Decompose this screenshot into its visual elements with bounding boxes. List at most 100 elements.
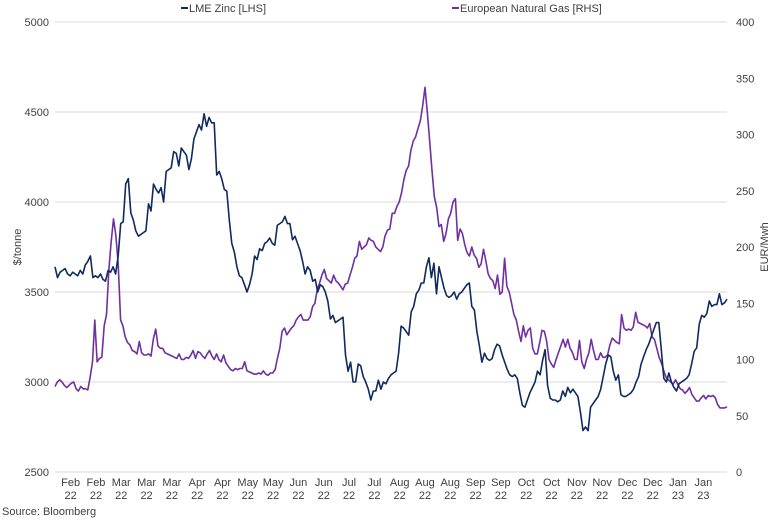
- svg-text:Aug: Aug: [390, 477, 410, 489]
- svg-text:Apr: Apr: [214, 477, 231, 489]
- svg-text:Dec: Dec: [643, 477, 663, 489]
- left-tick-label: 5000: [25, 17, 49, 29]
- svg-text:22: 22: [216, 490, 228, 502]
- svg-text:Nov: Nov: [567, 477, 587, 489]
- right-tick-label: 50: [736, 411, 748, 423]
- left-axis-title: $/tonne: [12, 229, 24, 266]
- svg-text:Mar: Mar: [112, 477, 131, 489]
- svg-text:Oct: Oct: [543, 477, 560, 489]
- svg-text:Jan: Jan: [669, 477, 687, 489]
- svg-text:Mar: Mar: [162, 477, 181, 489]
- svg-text:Dec: Dec: [618, 477, 638, 489]
- svg-text:22: 22: [343, 490, 355, 502]
- right-axis-ticks: 0 50 100 150 200 250 300 350 400: [736, 17, 754, 479]
- svg-text:22: 22: [140, 490, 152, 502]
- left-tick-label: 2500: [25, 467, 49, 479]
- svg-text:22: 22: [267, 490, 279, 502]
- svg-text:Jun: Jun: [290, 477, 308, 489]
- gas-series-line: [54, 86, 728, 409]
- svg-text:Jul: Jul: [342, 477, 356, 489]
- right-tick-label: 150: [736, 298, 754, 310]
- svg-text:22: 22: [292, 490, 304, 502]
- svg-text:22: 22: [115, 490, 127, 502]
- svg-text:22: 22: [65, 490, 77, 502]
- legend-label-zinc: LME Zinc [LHS]: [189, 3, 266, 15]
- svg-text:Aug: Aug: [440, 477, 460, 489]
- left-axis-ticks: 2500 3000 3500 4000 4500 5000: [25, 17, 49, 479]
- svg-text:22: 22: [394, 490, 406, 502]
- legend: LME Zinc [LHS] European Natural Gas [RHS…: [181, 3, 602, 15]
- svg-text:May: May: [263, 477, 284, 489]
- svg-text:22: 22: [444, 490, 456, 502]
- svg-text:Feb: Feb: [86, 477, 105, 489]
- svg-text:22: 22: [571, 490, 583, 502]
- left-tick-label: 4500: [25, 107, 49, 119]
- left-tick-label: 3000: [25, 377, 49, 389]
- svg-text:22: 22: [90, 490, 102, 502]
- svg-text:22: 22: [166, 490, 178, 502]
- svg-text:22: 22: [621, 490, 633, 502]
- svg-text:22: 22: [545, 490, 557, 502]
- right-tick-label: 400: [736, 17, 754, 29]
- right-tick-label: 250: [736, 186, 754, 198]
- svg-text:Sep: Sep: [491, 477, 511, 489]
- gridlines: [55, 21, 727, 473]
- svg-text:May: May: [237, 477, 258, 489]
- legend-label-gas: European Natural Gas [RHS]: [460, 3, 602, 15]
- svg-text:22: 22: [191, 490, 203, 502]
- svg-text:22: 22: [469, 490, 481, 502]
- svg-text:22: 22: [495, 490, 507, 502]
- svg-text:Jan: Jan: [694, 477, 712, 489]
- zinc-series-line: [54, 113, 728, 432]
- svg-text:22: 22: [368, 490, 380, 502]
- svg-text:22: 22: [419, 490, 431, 502]
- right-tick-label: 200: [736, 242, 754, 254]
- svg-text:23: 23: [672, 490, 684, 502]
- left-tick-label: 4000: [25, 197, 49, 209]
- svg-text:22: 22: [596, 490, 608, 502]
- svg-text:22: 22: [318, 490, 330, 502]
- svg-text:22: 22: [520, 490, 532, 502]
- svg-text:Nov: Nov: [592, 477, 612, 489]
- svg-text:Feb: Feb: [61, 477, 80, 489]
- svg-text:Jul: Jul: [367, 477, 381, 489]
- left-tick-label: 3500: [25, 287, 49, 299]
- svg-text:22: 22: [242, 490, 254, 502]
- svg-text:Mar: Mar: [137, 477, 156, 489]
- right-tick-label: 300: [736, 130, 754, 142]
- svg-text:Aug: Aug: [415, 477, 435, 489]
- svg-text:23: 23: [697, 490, 709, 502]
- svg-text:22: 22: [647, 490, 659, 502]
- svg-text:Jun: Jun: [315, 477, 333, 489]
- right-tick-label: 350: [736, 73, 754, 85]
- x-axis-ticks: Feb22Feb22Mar22Mar22Mar22Apr22Apr22May22…: [61, 477, 712, 502]
- series-layer: [54, 86, 728, 432]
- right-axis-title: EUR/Mwh: [759, 222, 770, 272]
